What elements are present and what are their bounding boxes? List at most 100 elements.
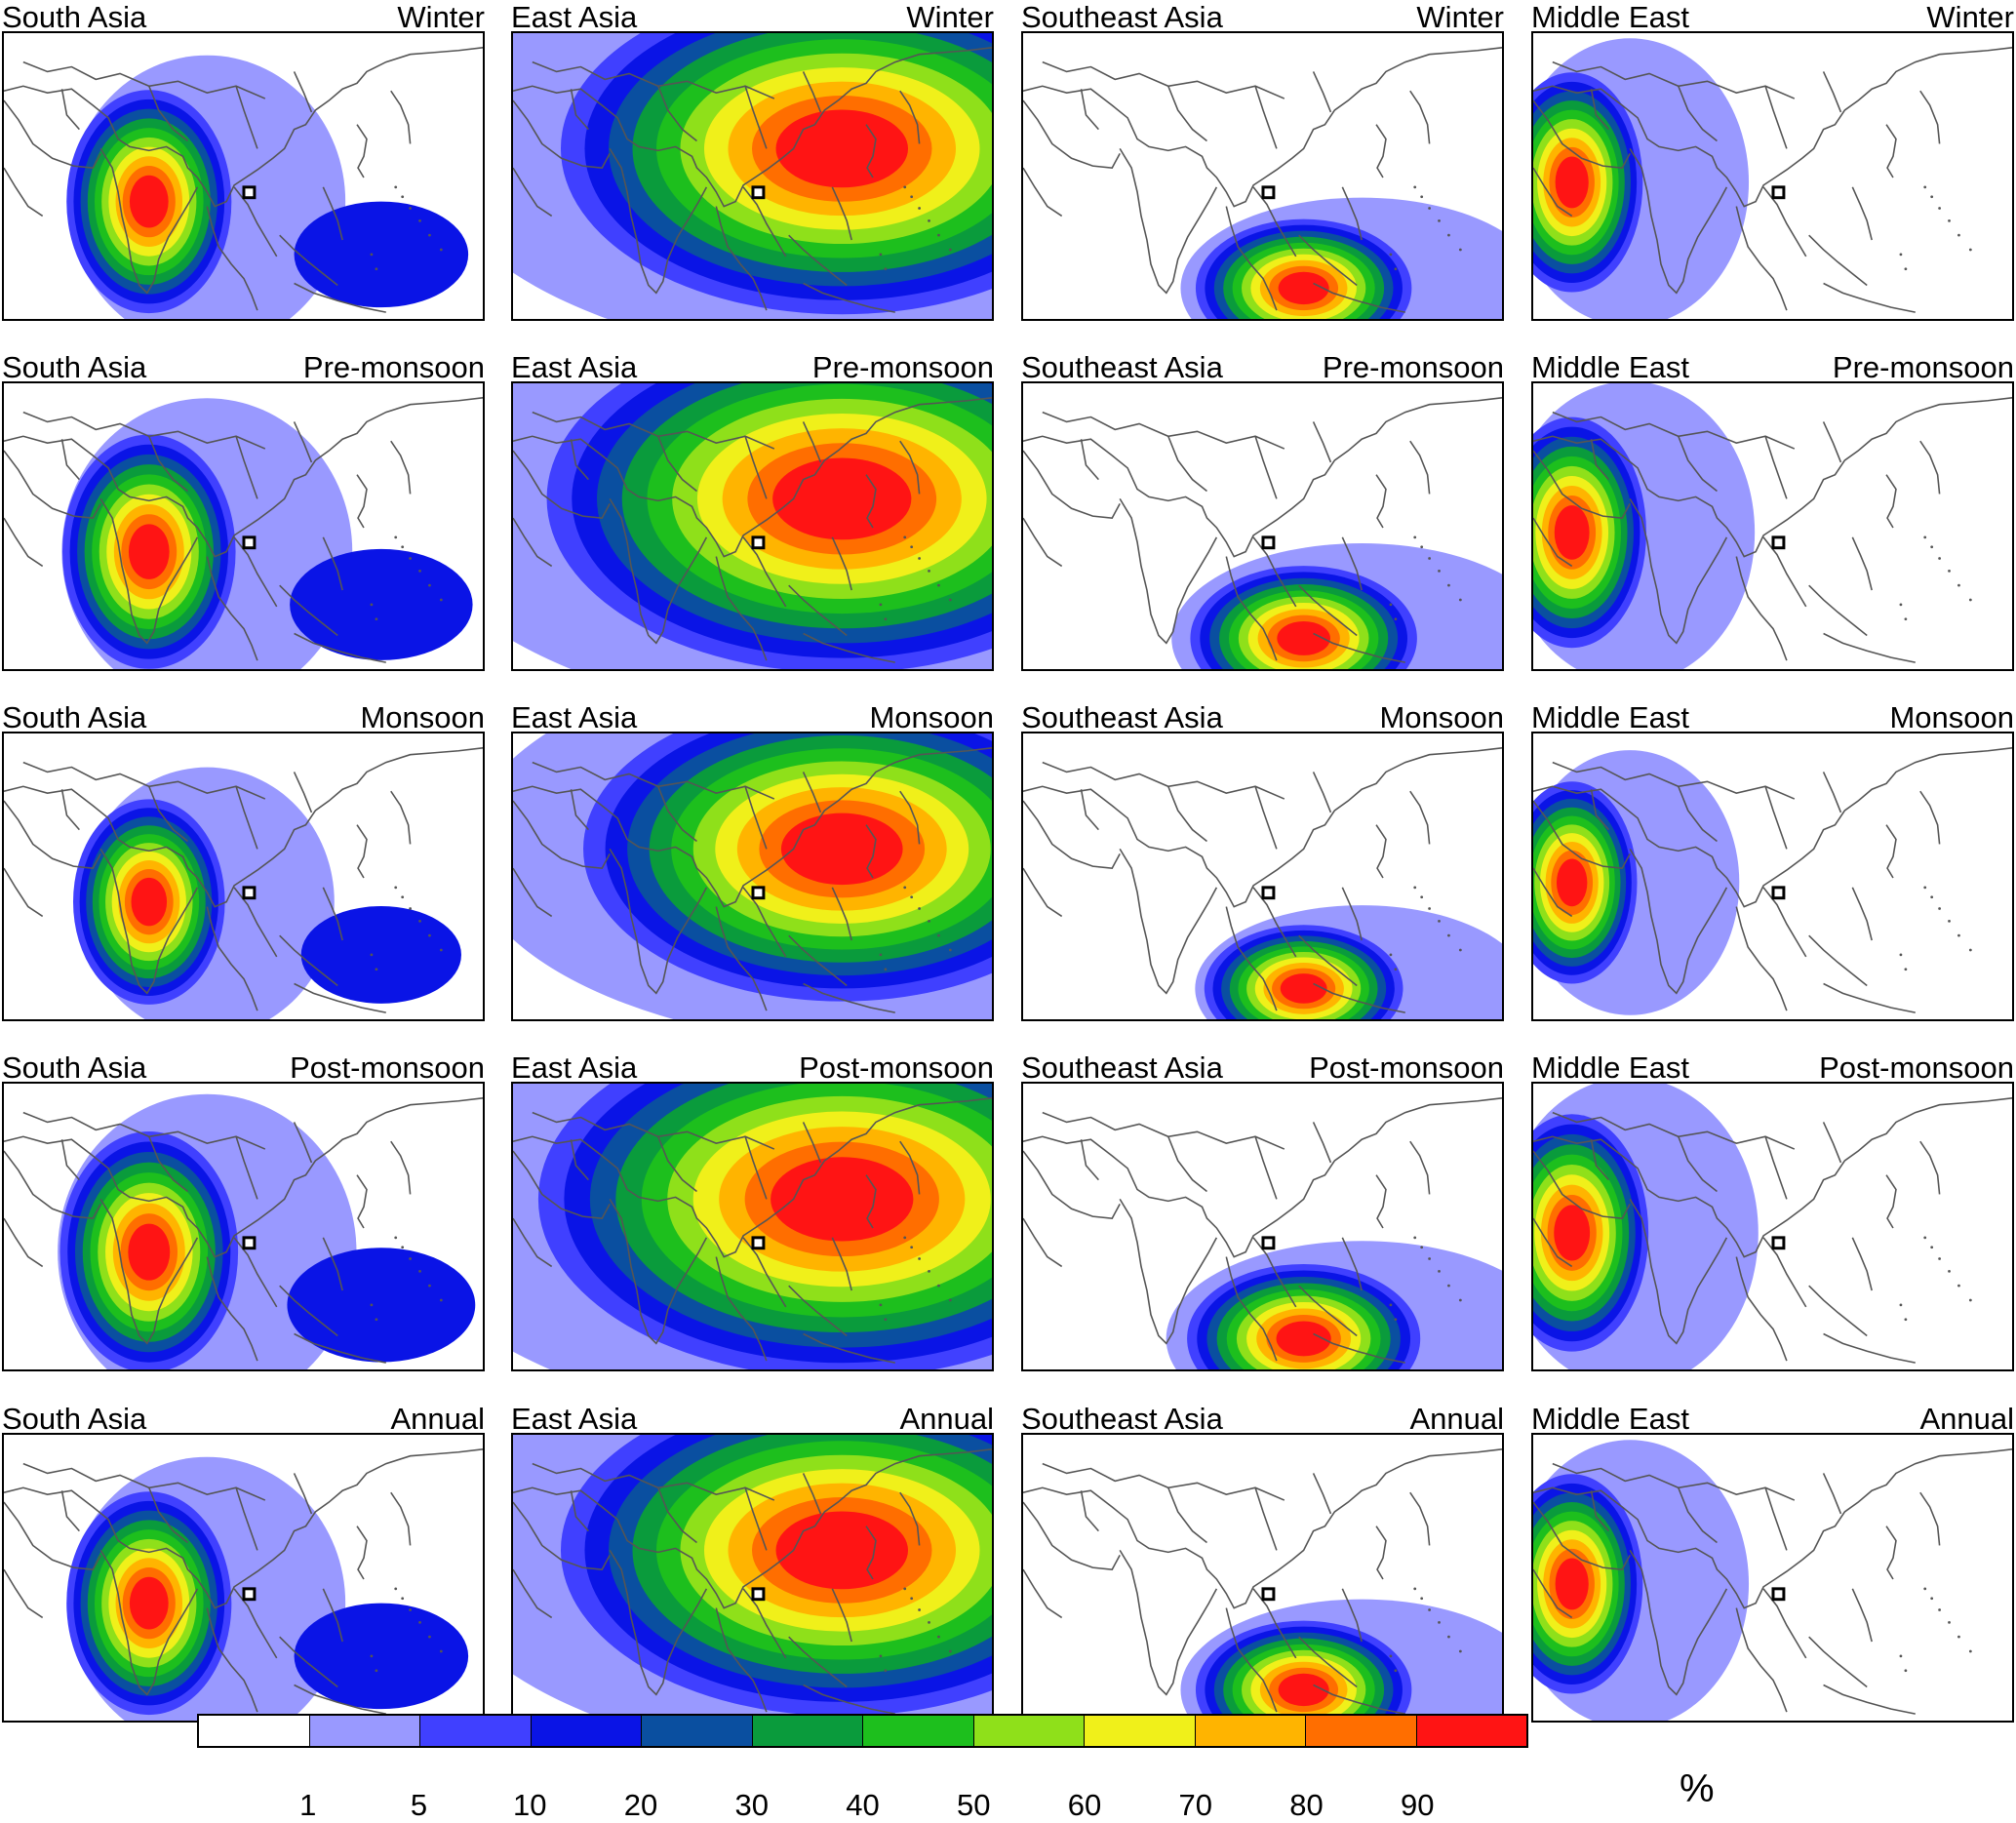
- island-dot: [428, 583, 431, 587]
- contribution-map: [511, 1082, 994, 1371]
- coastline: [99, 848, 199, 995]
- island-dot: [375, 968, 378, 971]
- island-dot: [1413, 1587, 1417, 1591]
- coastline: [513, 1448, 992, 1609]
- coastline: [99, 497, 199, 645]
- island-dot: [394, 185, 398, 189]
- square-marker-icon: [751, 886, 766, 900]
- coastline: [1735, 1607, 1788, 1713]
- panel-region-label: Southeast Asia: [1021, 1050, 1223, 1085]
- island-dot: [937, 1284, 940, 1288]
- island-dot: [1428, 907, 1431, 910]
- panel-region-label: Middle East: [1531, 0, 1689, 34]
- island-dot: [1938, 1608, 1941, 1611]
- island-dot: [1389, 603, 1393, 607]
- coastline: [1225, 1256, 1278, 1362]
- island-dot: [1458, 1298, 1462, 1302]
- coastline: [1225, 556, 1278, 661]
- map-svg: [1533, 38, 2012, 319]
- coastline: [148, 1135, 188, 1193]
- coastline: [865, 474, 877, 529]
- colorbar-tick-label: 10: [513, 1788, 547, 1822]
- coastline: [279, 1285, 338, 1337]
- coastline: [744, 436, 768, 499]
- coastline: [294, 982, 386, 1013]
- coastline: [802, 1122, 822, 1164]
- island-dot: [1923, 886, 1927, 890]
- coastline: [865, 1174, 877, 1229]
- map-svg: [513, 733, 992, 1019]
- island-dot: [1899, 253, 1903, 257]
- coastline: [1735, 206, 1788, 311]
- coastline: [1590, 89, 1609, 131]
- coastline: [294, 632, 386, 663]
- coastline: [513, 1217, 553, 1268]
- coastline: [356, 1526, 368, 1580]
- island-dot: [948, 248, 952, 252]
- coastline: [206, 1607, 258, 1713]
- coastline: [1023, 1217, 1063, 1268]
- contour-band: [1278, 271, 1329, 305]
- coastline: [513, 450, 611, 519]
- coastline: [1313, 1332, 1405, 1364]
- coastline: [1042, 411, 1285, 450]
- island-dot: [1394, 968, 1398, 971]
- coastline: [1119, 147, 1218, 295]
- panel-region-label: East Asia: [511, 1050, 638, 1085]
- island-dot: [918, 907, 921, 910]
- coastline: [513, 1097, 992, 1258]
- panel-season-label: Monsoon: [1379, 700, 1504, 734]
- coastline: [235, 436, 258, 499]
- square-marker-icon: [1771, 886, 1786, 900]
- coastline: [1409, 440, 1431, 495]
- island-dot: [1458, 948, 1462, 952]
- coastline: [1023, 450, 1121, 519]
- coastline: [390, 790, 412, 845]
- coastline: [1919, 440, 1941, 495]
- coastline: [1822, 71, 1842, 113]
- coastline: [4, 167, 44, 218]
- coastline: [1764, 786, 1788, 850]
- coastline: [1298, 234, 1358, 287]
- coastline: [1735, 1256, 1788, 1362]
- map-svg: [1023, 47, 1502, 319]
- square-marker-icon: [751, 1587, 766, 1602]
- coastline: [1885, 1526, 1897, 1580]
- contour-band: [294, 1603, 469, 1710]
- coastline: [1851, 536, 1873, 591]
- island-dot: [1394, 1318, 1398, 1322]
- island-dot: [910, 895, 914, 899]
- map-svg: [4, 1093, 483, 1369]
- coastline: [1023, 99, 1121, 169]
- coastline: [293, 71, 313, 113]
- island-dot: [418, 1269, 421, 1273]
- coastline: [1822, 421, 1842, 463]
- coastline: [1409, 90, 1431, 144]
- island-dot: [918, 207, 921, 210]
- island-dot: [1938, 1257, 1941, 1260]
- square-marker-icon: [242, 185, 257, 200]
- coastline: [1764, 1136, 1788, 1200]
- island-dot: [918, 557, 921, 560]
- island-dot: [884, 1318, 888, 1322]
- coastline: [60, 789, 80, 831]
- coastline: [1919, 1140, 1941, 1195]
- coastline: [356, 824, 368, 879]
- island-dot: [879, 953, 883, 957]
- contribution-map: [1021, 732, 1504, 1021]
- colorbar-segment: [1195, 1716, 1306, 1746]
- contribution-map: [511, 1433, 994, 1723]
- coastline: [715, 556, 768, 661]
- island-dot: [1923, 535, 1927, 539]
- island-dot: [1899, 953, 1903, 957]
- coastline: [1080, 789, 1099, 831]
- map-svg: [1533, 747, 2012, 1015]
- coastline: [513, 397, 992, 558]
- coastline: [322, 186, 343, 241]
- coastline: [513, 1568, 553, 1619]
- panel-season-label: Annual: [390, 1402, 485, 1436]
- island-dot: [910, 1246, 914, 1249]
- colorbar-tick-label: 40: [846, 1788, 880, 1822]
- island-dot: [1957, 1284, 1960, 1288]
- coastline: [1023, 47, 1502, 208]
